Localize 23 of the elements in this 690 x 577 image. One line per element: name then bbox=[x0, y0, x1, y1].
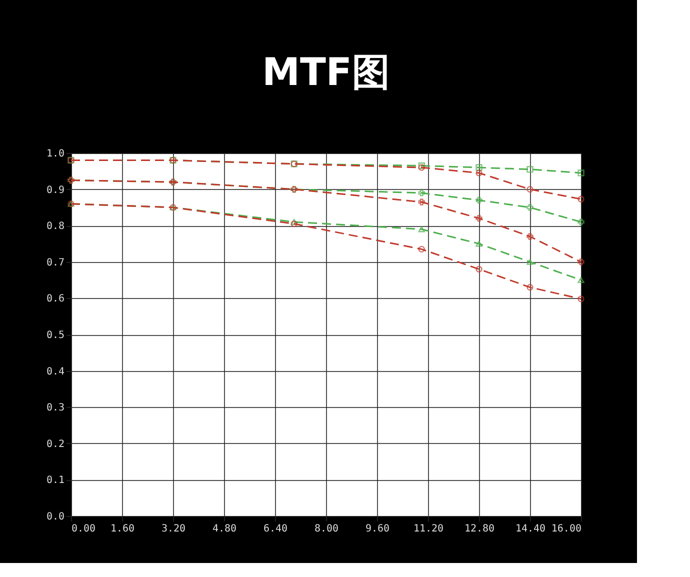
x-tick-label: 4.80 bbox=[212, 524, 237, 534]
x-tick-label: 14.40 bbox=[515, 524, 546, 534]
y-tick-label: 0.1 bbox=[46, 475, 64, 486]
x-tick-label: 3.20 bbox=[161, 524, 186, 534]
y-tick-label: 0.3 bbox=[46, 402, 64, 414]
x-tick-label: 11.20 bbox=[413, 524, 444, 534]
y-tick-label: 0.2 bbox=[46, 438, 64, 450]
y-tick-label: 0.5 bbox=[46, 330, 64, 341]
x-tick-label: 1.60 bbox=[110, 524, 135, 534]
y-tick-label: 0.9 bbox=[46, 184, 64, 196]
y-tick-label: 0.0 bbox=[46, 512, 64, 522]
x-tick-label: 12.80 bbox=[464, 524, 495, 534]
y-tick-label: 0.7 bbox=[46, 257, 64, 268]
x-tick-label: 9.60 bbox=[365, 524, 390, 534]
y-tick-label: 0.8 bbox=[46, 221, 64, 232]
x-tick-label: 0.00 bbox=[72, 524, 96, 534]
x-tick-label: 8.00 bbox=[314, 524, 339, 534]
x-tick-label: 6.40 bbox=[263, 524, 288, 534]
y-tick-label: 0.4 bbox=[46, 366, 64, 378]
y-tick-label: 0.6 bbox=[46, 294, 64, 305]
chart-title: MTF图 bbox=[262, 50, 390, 94]
y-tick-label: 1.0 bbox=[46, 148, 64, 160]
x-tick-label: 16.00 bbox=[551, 524, 582, 534]
